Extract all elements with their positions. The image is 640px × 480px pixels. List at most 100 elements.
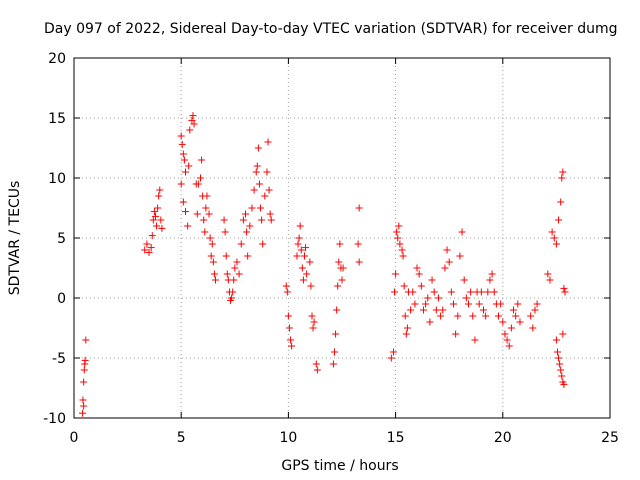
- data-point: [387, 354, 395, 362]
- data-point: [244, 252, 252, 260]
- y-tick-label: 10: [48, 171, 66, 187]
- data-point: [205, 210, 213, 218]
- y-tick-label: -5: [52, 351, 66, 367]
- data-point: [285, 324, 293, 332]
- data-point: [469, 312, 477, 320]
- data-point: [403, 324, 411, 332]
- data-point: [402, 330, 410, 338]
- data-point: [210, 270, 218, 278]
- data-point: [188, 116, 196, 124]
- data-point: [209, 258, 217, 266]
- data-point: [194, 180, 202, 188]
- x-tick-label: 25: [601, 430, 619, 446]
- x-tick-label: 10: [279, 430, 297, 446]
- data-point: [355, 204, 363, 212]
- data-point: [430, 288, 438, 296]
- data-point: [471, 336, 479, 344]
- data-point: [460, 276, 468, 284]
- data-point: [548, 228, 556, 236]
- data-point: [552, 336, 560, 344]
- data-point: [338, 276, 346, 284]
- data-point: [428, 276, 436, 284]
- data-point: [296, 222, 304, 230]
- data-point: [398, 246, 406, 254]
- data-point: [437, 312, 445, 320]
- data-point: [181, 208, 189, 216]
- data-point: [189, 112, 197, 120]
- data-point: [180, 156, 188, 164]
- data-point: [79, 409, 87, 417]
- data-point: [309, 324, 317, 332]
- data-point: [477, 288, 485, 296]
- data-point: [454, 312, 462, 320]
- data-point: [497, 300, 505, 308]
- data-point: [82, 336, 90, 344]
- data-point: [307, 282, 315, 290]
- data-point: [557, 198, 565, 206]
- data-point: [394, 234, 402, 242]
- data-point: [441, 264, 449, 272]
- data-point: [253, 162, 261, 170]
- data-point: [396, 240, 404, 248]
- data-point: [486, 276, 494, 284]
- data-point: [336, 240, 344, 248]
- data-point: [335, 258, 343, 266]
- data-point: [482, 312, 490, 320]
- data-point: [207, 252, 215, 260]
- data-point: [154, 204, 162, 212]
- data-point: [229, 288, 237, 296]
- data-point: [449, 300, 457, 308]
- data-point: [550, 234, 558, 242]
- data-point: [246, 222, 254, 230]
- data-point: [490, 288, 498, 296]
- data-point: [255, 180, 263, 188]
- scatter-series-sdtvar: [79, 112, 569, 417]
- data-point: [294, 240, 302, 248]
- data-point: [557, 366, 565, 374]
- data-point: [220, 216, 228, 224]
- data-point: [332, 330, 340, 338]
- data-point: [310, 318, 318, 326]
- data-point: [202, 204, 210, 212]
- data-point: [248, 204, 256, 212]
- y-tick-label: -10: [43, 411, 66, 427]
- data-point: [439, 306, 447, 314]
- data-point: [299, 276, 307, 284]
- data-point: [237, 240, 245, 248]
- data-point: [400, 282, 408, 290]
- data-point: [531, 306, 539, 314]
- data-point: [313, 366, 321, 374]
- data-point: [178, 140, 186, 148]
- data-point: [312, 360, 320, 368]
- data-point: [254, 144, 262, 152]
- data-point: [193, 210, 201, 218]
- data-point: [250, 186, 258, 194]
- x-tick-label: 20: [494, 430, 512, 446]
- data-point: [533, 300, 541, 308]
- data-point: [419, 306, 427, 314]
- data-point: [411, 300, 419, 308]
- data-point: [230, 276, 238, 284]
- data-point: [177, 132, 185, 140]
- grid-layer: [74, 58, 610, 418]
- y-tick-label: 0: [57, 291, 66, 307]
- chart-title: Day 097 of 2022, Sidereal Day-to-day VTE…: [44, 21, 618, 37]
- data-point: [287, 336, 295, 344]
- data-point: [150, 208, 158, 216]
- x-tick-label: 0: [70, 430, 79, 446]
- data-point: [434, 294, 442, 302]
- data-point: [252, 168, 260, 176]
- data-point: [507, 324, 515, 332]
- data-point: [153, 222, 161, 230]
- data-point: [560, 380, 568, 388]
- data-point: [148, 232, 156, 240]
- x-tick-label: 5: [177, 430, 186, 446]
- data-point: [201, 228, 209, 236]
- data-point: [432, 306, 440, 314]
- data-point: [147, 244, 155, 252]
- data-point: [282, 282, 290, 290]
- data-point: [389, 348, 397, 356]
- data-point: [505, 342, 513, 350]
- data-point: [155, 192, 163, 200]
